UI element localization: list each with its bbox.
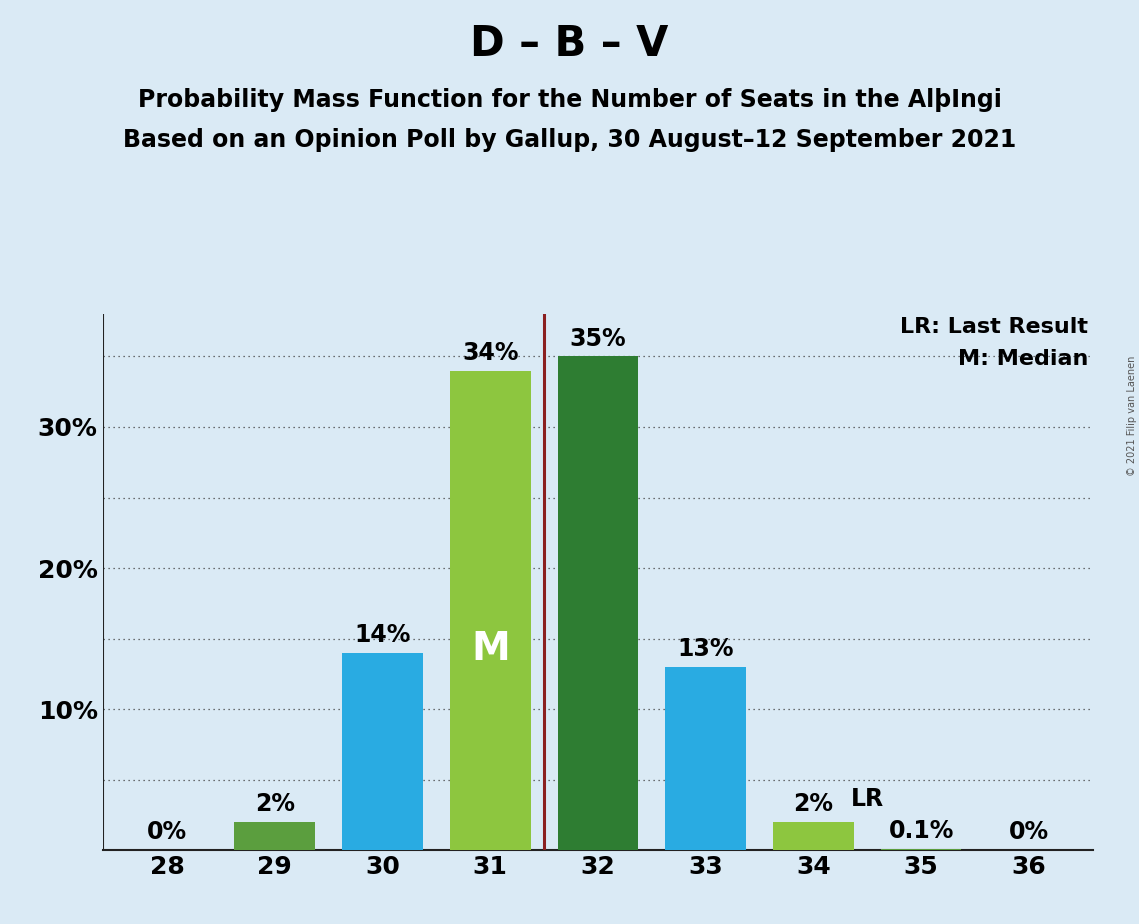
Text: LR: LR bbox=[851, 786, 884, 810]
Bar bbox=[880, 848, 961, 850]
Bar bbox=[773, 821, 854, 850]
Text: M: M bbox=[470, 629, 509, 668]
Text: 2%: 2% bbox=[255, 792, 295, 816]
Text: M: Median: M: Median bbox=[958, 349, 1089, 369]
Text: 34%: 34% bbox=[462, 341, 518, 365]
Text: © 2021 Filip van Laenen: © 2021 Filip van Laenen bbox=[1126, 356, 1137, 476]
Text: D – B – V: D – B – V bbox=[470, 23, 669, 65]
Text: Based on an Opinion Poll by Gallup, 30 August–12 September 2021: Based on an Opinion Poll by Gallup, 30 A… bbox=[123, 128, 1016, 152]
Bar bbox=[665, 667, 746, 850]
Text: 2%: 2% bbox=[794, 792, 834, 816]
Text: 14%: 14% bbox=[354, 623, 411, 647]
Text: 13%: 13% bbox=[678, 637, 734, 661]
Bar bbox=[235, 821, 316, 850]
Bar bbox=[558, 357, 638, 850]
Text: Probability Mass Function for the Number of Seats in the AlþIngi: Probability Mass Function for the Number… bbox=[138, 88, 1001, 112]
Text: 0%: 0% bbox=[1009, 821, 1049, 845]
Bar bbox=[342, 652, 423, 850]
Bar bbox=[450, 371, 531, 850]
Text: 0.1%: 0.1% bbox=[888, 819, 953, 843]
Text: 35%: 35% bbox=[570, 327, 626, 351]
Text: LR: Last Result: LR: Last Result bbox=[901, 317, 1089, 337]
Text: 0%: 0% bbox=[147, 821, 187, 845]
